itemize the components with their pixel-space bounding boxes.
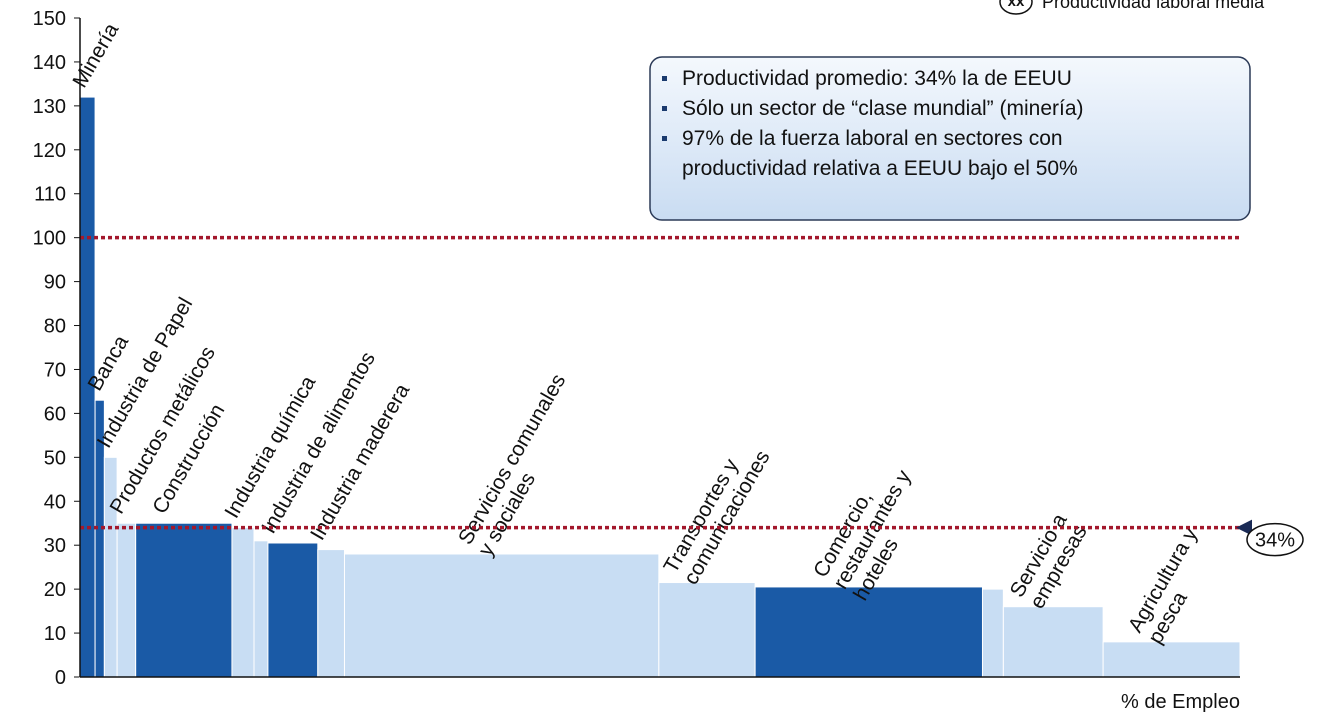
reference-arrow (1236, 519, 1252, 536)
category-label-line: Minería (68, 19, 123, 91)
bullet-marker (662, 106, 667, 111)
y-tick-label: 110 (34, 184, 66, 206)
bar (658, 582, 756, 678)
category-label: Servicios comunalesy sociales (454, 370, 590, 560)
y-tick-label: 60 (44, 403, 66, 425)
bar (253, 540, 269, 678)
category-label: Comercio,restaurantes yhoteles (809, 454, 936, 604)
legend-text: Productividad laboral media (1042, 0, 1265, 12)
bullet-text: Sólo un sector de “clase mundial” (miner… (682, 97, 1084, 120)
y-tick-label: 130 (33, 96, 66, 118)
bullet-text: 97% de la fuerza laboral en sectores con (682, 127, 1063, 150)
bar (317, 549, 345, 678)
legend-marker: xx (1008, 0, 1025, 10)
y-tick-label: 120 (33, 140, 66, 162)
x-axis-label: % de Empleo (1121, 691, 1240, 713)
y-tick-label: 0 (55, 667, 66, 689)
bar (1102, 641, 1241, 678)
bullet-marker (662, 136, 667, 141)
bullet-text: Productividad promedio: 34% la de EEUU (682, 67, 1072, 90)
y-tick-label: 100 (33, 228, 66, 250)
category-label: Agricultura ypesca (1124, 523, 1223, 648)
note-box (649, 56, 1251, 221)
legend: xx Productividad laboral media (999, 0, 1265, 15)
category-label: Minería (68, 19, 123, 91)
bar (116, 522, 137, 678)
y-tick-label: 30 (44, 535, 66, 557)
category-label-line: Industria maderera (306, 380, 414, 544)
y-tick-label: 20 (44, 579, 66, 601)
y-tick-label: 150 (33, 8, 66, 30)
y-tick-label: 50 (44, 447, 66, 469)
bar (343, 553, 660, 678)
bar (754, 586, 983, 678)
bar (267, 542, 319, 678)
y-tick-label: 40 (44, 491, 66, 513)
legend-marker-circle (999, 0, 1033, 15)
category-label: Industria maderera (306, 380, 414, 544)
bar (231, 527, 255, 678)
y-tick-label: 140 (33, 52, 66, 74)
y-tick-label: 90 (44, 272, 66, 294)
category-label: Transportes ycomunicaciones (659, 435, 774, 588)
bullet-text: productividad relativa a EEUU bajo el 50… (682, 157, 1078, 180)
y-tick-label: 80 (44, 316, 66, 338)
reference-label-circle (1246, 522, 1304, 557)
bullet-marker (662, 76, 667, 81)
bar (981, 588, 1004, 678)
category-label: Servicio aempresas (1006, 510, 1092, 613)
reference-label: 34% (1255, 530, 1295, 552)
y-tick-label: 10 (44, 623, 66, 645)
bar (135, 522, 233, 678)
bar (1002, 606, 1104, 678)
y-tick-label: 70 (44, 359, 66, 381)
